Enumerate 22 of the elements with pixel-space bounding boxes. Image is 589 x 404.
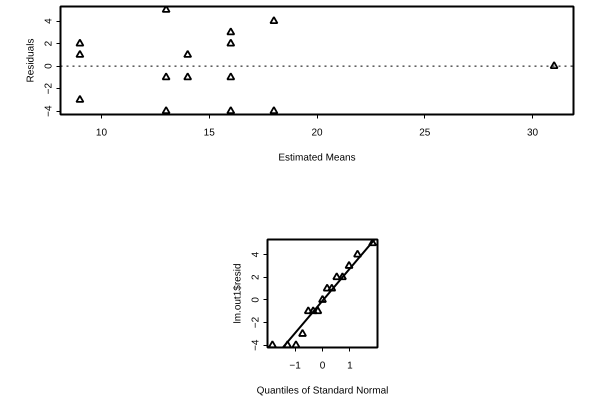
x-tick-label: 25	[419, 128, 431, 138]
y-tick-label: 0	[250, 296, 262, 303]
y-axis-title: lm.out1$resid	[232, 263, 244, 324]
y-tick-label: −4	[250, 339, 262, 351]
x-tick-label: 30	[526, 128, 539, 138]
x-axis-title: Estimated Means	[278, 152, 356, 164]
x-tick-label: 10	[96, 128, 108, 138]
x-tick-label: −1	[289, 360, 302, 372]
y-tick-label: 2	[250, 274, 262, 280]
y-axis-title: Residuals	[26, 38, 36, 82]
y-tick-label: −4	[44, 104, 54, 117]
y-tick-label: 4	[44, 18, 54, 24]
x-tick-label: 1	[347, 360, 354, 372]
x-tick-label: 15	[204, 128, 216, 138]
y-tick-label: 4	[250, 251, 262, 258]
y-tick-label: −2	[250, 316, 262, 328]
x-axis-title: Quantiles of Standard Normal	[256, 386, 388, 396]
x-tick-label: 0	[320, 360, 326, 372]
y-tick-label: −2	[44, 82, 54, 94]
y-tick-label: 2	[44, 40, 54, 46]
x-tick-label: 20	[311, 128, 323, 138]
y-tick-label: 0	[44, 62, 54, 69]
